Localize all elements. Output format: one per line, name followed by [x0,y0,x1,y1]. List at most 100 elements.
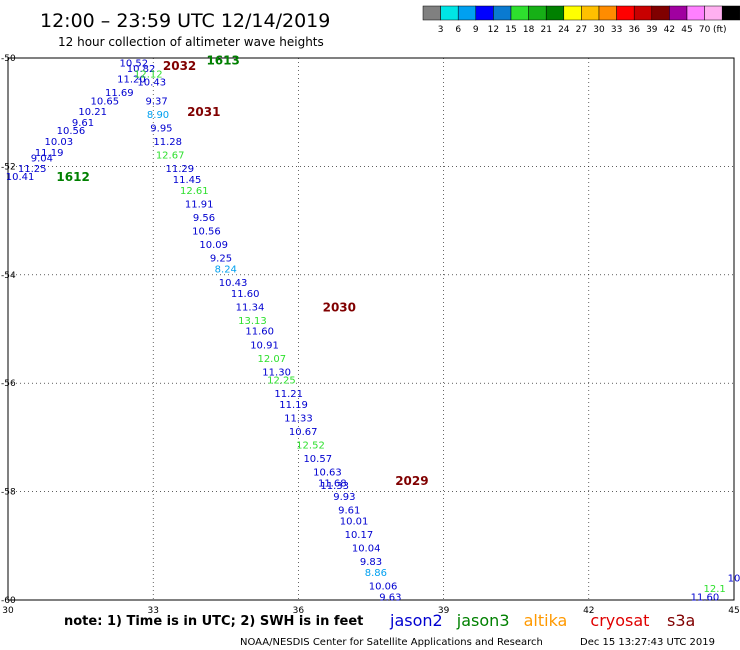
wave-height-value: 11.25 [18,164,47,175]
plot-frame [7,57,735,601]
wave-height-value: 9.25 [210,254,232,265]
wave-height-value: 10.09 [199,240,228,251]
wave-height-value: 11.19 [279,400,308,411]
wave-height-value: 10.65 [90,96,119,107]
footer-credit: NOAA/NESDIS Center for Satellite Applica… [240,637,543,648]
wave-height-value: 13.13 [238,316,267,327]
x-tick-label: 33 [147,606,158,616]
x-tick-label: 30 [2,606,14,616]
colorbar-swatch [422,5,441,21]
wave-height-value: 10.03 [44,137,73,148]
wave-height-value: 10.41 [6,172,35,183]
wave-height-value: 11.60 [231,289,260,300]
colorbar-swatch [545,5,565,21]
colorbar-tick-label: 36 [628,25,640,35]
wave-height-value: 10.56 [57,126,86,137]
colorbar-tick-label: 18 [523,25,535,35]
wave-height-value: 10 [728,573,740,584]
x-tick-label: 45 [728,606,739,616]
wave-height-value: 11.69 [105,88,134,99]
colorbar-swatch [721,5,740,21]
pass-time-label: 2031 [187,105,220,119]
wave-height-value: 10.57 [303,454,332,465]
colorbar-tick-label: 30 [593,25,605,35]
wave-height-value: 11.28 [153,137,182,148]
chart-subtitle: 12 hour collection of altimeter wave hei… [58,35,324,49]
data-points: 10.5210.8211.2010.4311.699.3710.6510.219… [6,58,740,603]
wave-height-value: 12.12 [134,69,163,80]
colorbar-swatch [633,5,653,21]
chart-title: 12:00 – 23:59 UTC 12/14/2019 [40,10,330,32]
wave-height-value: 11.60 [691,592,720,603]
colorbar-tick-label: 12 [488,25,499,35]
colorbar-tick-label: 45 [681,25,692,35]
grid-lines [8,58,734,600]
colorbar-swatch [598,5,617,21]
wave-height-value: 9.56 [193,213,215,224]
wave-height-value: 11.29 [165,164,194,175]
y-tick-label: -52 [1,162,16,172]
legend-item-s3a: s3a [667,611,695,630]
wave-height-value: 10.17 [345,530,374,541]
wave-height-value: 10.43 [219,278,248,289]
wave-height-value: 11.34 [236,302,265,313]
colorbar-tick-label: 21 [540,25,551,35]
colorbar-swatch [510,5,529,21]
wave-height-value: 10.91 [250,340,279,351]
legend-item-jason2: jason2 [389,611,443,630]
colorbar-swatch [581,5,600,21]
colorbar-swatch [493,5,512,21]
y-tick-label: -58 [1,488,16,498]
wave-height-value: 12.52 [296,441,325,452]
pass-time-label: 2029 [395,474,428,488]
wave-height-value: 10.82 [127,64,156,75]
pass-time-labels: 1613 2032 2031 1612 2030 2029 [56,54,428,488]
colorbar-swatch [528,5,547,21]
wave-height-value: 10.04 [352,544,381,555]
colorbar-unit: (ft) [713,25,727,35]
footer-note: note: 1) Time is in UTC; 2) SWH is in fe… [64,614,363,629]
satellite-legend: jason2 jason3 altika cryosat s3a [389,611,695,630]
wave-height-value: 10.67 [289,427,318,438]
y-tick-label: -54 [1,271,16,281]
pass-time-label: 2032 [163,59,196,73]
wave-height-value: 11.91 [185,199,214,210]
colorbar-tick-label: 39 [646,25,658,35]
wave-height-value: 8.24 [215,264,237,275]
legend-item-altika: altika [524,611,568,630]
wave-height-value: 9.61 [72,118,94,129]
colorbar-tick-label: 33 [611,25,622,35]
wave-height-value: 11.30 [262,367,291,378]
y-tick-label: -60 [1,596,16,606]
colorbar-tick-label: 27 [576,25,587,35]
wave-height-value: 12.25 [267,375,296,386]
wave-height-value: 10.52 [120,58,149,69]
wave-height-value: 11.21 [274,389,303,400]
wave-height-value: 10.56 [192,226,221,237]
wave-height-value: 12.67 [156,151,185,162]
pass-time-label: 1612 [56,170,89,184]
wave-height-value: 12.1 [704,584,726,595]
wave-height-value: 9.95 [150,123,172,134]
colorbar-tick-label: 15 [505,25,516,35]
wave-height-value: 9.61 [338,506,360,517]
colorbar-tick-label: 24 [558,25,570,35]
wave-height-value: 11.60 [245,327,274,338]
pass-time-label: 2030 [323,300,356,314]
wave-height-value: 11.68 [318,478,347,489]
wave-height-value: 9.83 [360,557,382,568]
colorbar-tick-label: 70 [699,25,711,35]
colorbar-tick-label: 42 [664,25,675,35]
x-tick-label: 42 [583,606,594,616]
y-axis-ticks: -50 -52 -54 -56 -58 -60 [1,54,16,606]
wave-height-value: 12.61 [180,186,209,197]
colorbar-swatch [686,5,705,21]
wave-height-value: 10.06 [369,581,398,592]
wave-height-value: 11.20 [117,75,146,86]
colorbar-swatch [457,5,477,21]
wave-height-value: 10.21 [78,107,107,118]
wave-height-value: 11.33 [284,413,313,424]
colorbar-swatch [669,5,688,21]
wave-height-value: 12.07 [257,354,286,365]
